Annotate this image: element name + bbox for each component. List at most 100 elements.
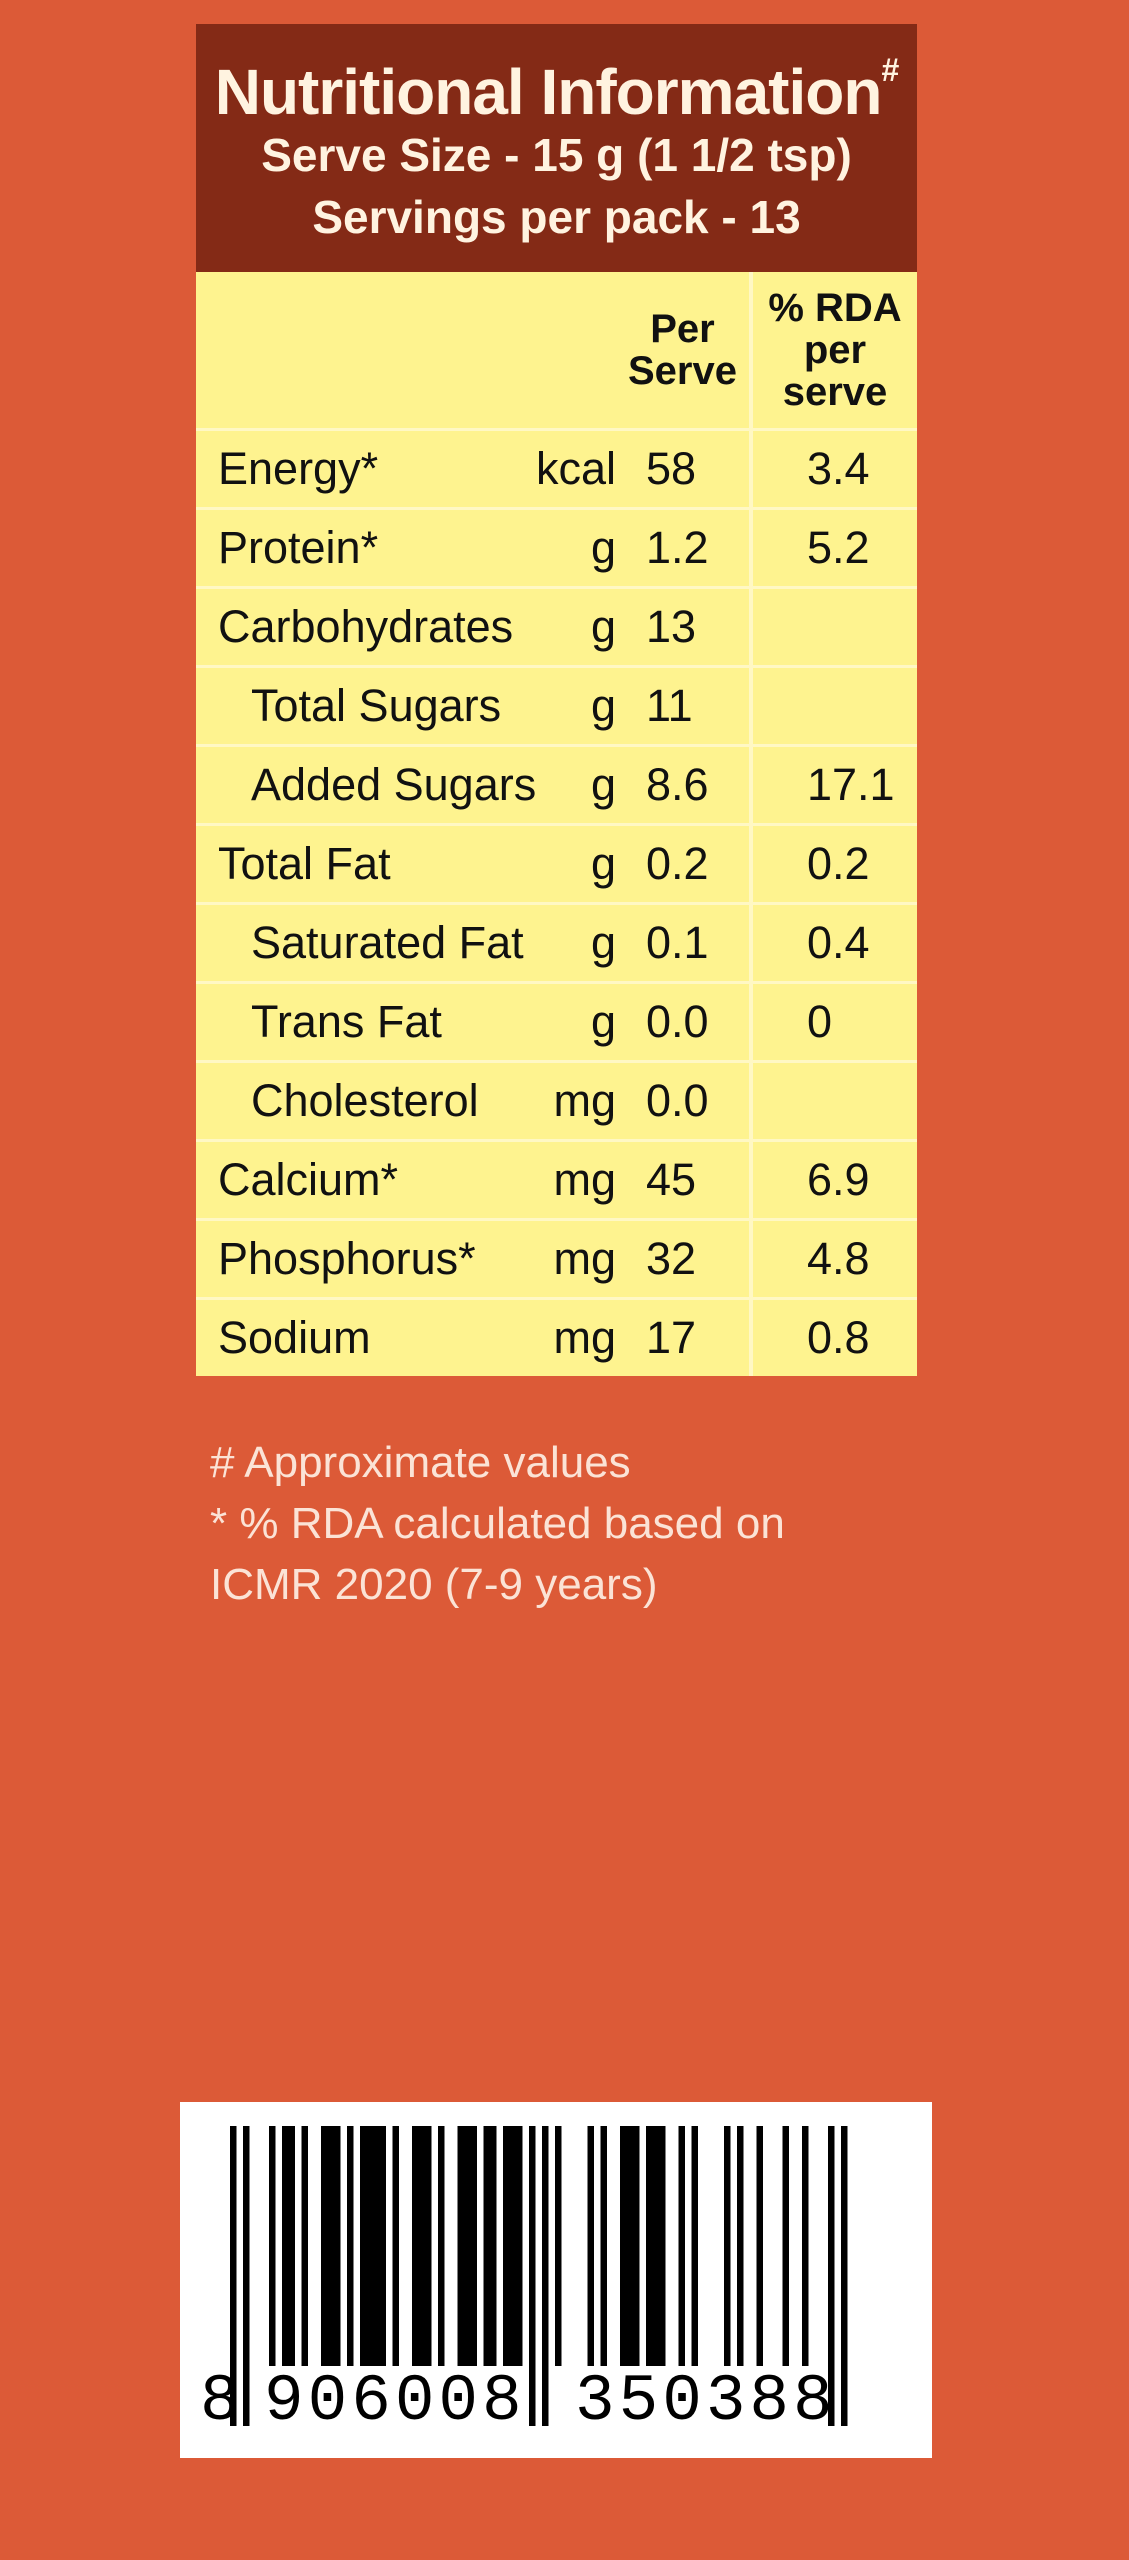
- nutrient-unit: mg: [553, 1312, 616, 1363]
- nutrient-value: 11: [616, 666, 751, 747]
- barcode-bar: [438, 2126, 445, 2366]
- nutrient-name: Trans Fat: [196, 982, 521, 1063]
- barcode-bar: [373, 2126, 380, 2366]
- header-per-serve-line2: Serve: [628, 349, 737, 393]
- barcode-bar: [652, 2126, 659, 2366]
- nutrient-value: 1.2: [616, 508, 751, 589]
- title-footnote-mark: #: [881, 52, 899, 88]
- table-row: Protein* g 1.2 5.2: [196, 508, 917, 589]
- barcode-bar: [737, 2126, 744, 2366]
- barcode-bar: [555, 2126, 562, 2366]
- barcode-bar: [483, 2126, 490, 2366]
- header-rda: % RDA per serve: [749, 272, 917, 431]
- nutrient-unit: mg: [521, 1219, 616, 1300]
- barcode-bar: [230, 2126, 237, 2426]
- barcode-digits-right: 350388: [575, 2364, 837, 2439]
- barcode-bar: [366, 2126, 373, 2366]
- header-blank-unit: [521, 272, 616, 431]
- barcode-bar: [633, 2126, 640, 2366]
- nutrient-value: 13: [616, 587, 751, 668]
- barcode-bar: [360, 2126, 367, 2366]
- nutrient-rda: [749, 666, 917, 747]
- footnote-rda-basis: * % RDA calculated based on: [210, 1499, 785, 1548]
- nutrient-name: Calcium*: [196, 1140, 521, 1221]
- nutrient-rda: 5.2: [749, 508, 917, 589]
- nutrient-rda: 6.9: [749, 1140, 917, 1221]
- barcode-bar: [802, 2126, 809, 2366]
- footnote-approximate: # Approximate values: [210, 1438, 631, 1487]
- nutrient-name: Total Fat: [196, 824, 521, 905]
- nutrient-unit: g: [521, 508, 616, 589]
- table-row: Energy* kcal 58 3.4: [196, 429, 917, 510]
- barcode-bar: [509, 2126, 516, 2366]
- barcode-bar: [542, 2126, 549, 2426]
- header-rda-line2: per: [803, 328, 867, 372]
- barcode-bar: [334, 2126, 341, 2366]
- barcode-bar: [841, 2126, 848, 2426]
- barcode-bar: [529, 2126, 536, 2426]
- barcode-bar: [347, 2126, 354, 2366]
- nutrient-value: 0.0: [616, 1061, 751, 1142]
- header-blank: [196, 272, 521, 431]
- nutrient-value: 45: [616, 1140, 751, 1221]
- nutrient-value: 8.6: [616, 745, 751, 826]
- barcode-bar: [659, 2126, 666, 2366]
- nutrient-value: 58: [616, 429, 751, 510]
- nutrition-header: Nutritional Information# Serve Size - 15…: [196, 24, 917, 272]
- barcode-bar: [490, 2126, 497, 2366]
- nutrient-name: Saturated Fat: [196, 903, 524, 984]
- barcode-bar: [691, 2126, 698, 2366]
- barcode-bar: [412, 2126, 419, 2366]
- nutrient-name: Total Sugars: [196, 666, 521, 747]
- header-rda-line3: serve: [782, 370, 888, 414]
- table-header-row: Per Serve % RDA per serve: [196, 272, 917, 431]
- barcode-bar: [620, 2126, 627, 2366]
- footnotes: # Approximate values * % RDA calculated …: [210, 1432, 785, 1615]
- nutrient-unit: g: [521, 903, 616, 984]
- nutrient-rda: 0.2: [749, 824, 917, 905]
- barcode-bar: [327, 2126, 334, 2366]
- nutrient-unit: g: [521, 982, 616, 1063]
- nutrient-name: Protein*: [196, 508, 521, 589]
- nutrient-unit: g: [521, 666, 616, 747]
- nutrient-value: 0.0: [616, 982, 751, 1063]
- table-row: Total Fat g 0.2 0.2: [196, 824, 917, 905]
- barcode-bar: [425, 2126, 432, 2366]
- nutrient-rda: 0.8: [749, 1298, 917, 1376]
- nutrition-table: Per Serve % RDA per serve Energy* kcal 5…: [196, 272, 917, 1376]
- nutrition-title: Nutritional Information#: [206, 54, 907, 124]
- barcode-digits-left: 906008: [264, 2364, 526, 2439]
- nutrient-value: 0.1: [616, 903, 751, 984]
- nutrient-rda: [749, 1061, 917, 1142]
- barcode-bar: [457, 2126, 464, 2366]
- nutrient-unit: kcal: [521, 429, 616, 510]
- nutrient-rda: 3.4: [749, 429, 917, 510]
- barcode-bar: [503, 2126, 510, 2366]
- barcode-bar: [678, 2126, 685, 2366]
- nutrient-name: Carbohydrates: [196, 587, 521, 668]
- nutrient-rda: [749, 587, 917, 668]
- nutrient-name: Phosphorus*: [196, 1219, 521, 1300]
- table-row: Sodium mg 17 0.8: [196, 1298, 917, 1376]
- table-row: Trans Fat g 0.0 0: [196, 982, 917, 1063]
- barcode-bar: [288, 2126, 295, 2366]
- nutrient-name: Sodium: [218, 1312, 371, 1363]
- barcode-bar: [626, 2126, 633, 2366]
- barcode-bar: [516, 2126, 523, 2366]
- table-row: Carbohydrates g 13: [196, 587, 917, 668]
- barcode-bar: [379, 2126, 386, 2366]
- barcode-bar: [587, 2126, 594, 2366]
- barcode-bar: [470, 2126, 477, 2366]
- barcode-bar: [756, 2126, 763, 2366]
- barcode-bar: [646, 2126, 653, 2366]
- nutrient-rda: 0.4: [749, 903, 917, 984]
- barcode-bar: [282, 2126, 289, 2366]
- table-row: Added Sugars g 8.6 17.1: [196, 745, 917, 826]
- nutrient-value: 17: [646, 1312, 697, 1363]
- serve-size: Serve Size - 15 g (1 1/2 tsp): [261, 129, 852, 181]
- title-text: Nutritional Information: [214, 56, 883, 128]
- nutrient-unit: mg: [521, 1140, 616, 1221]
- barcode-bar: [828, 2126, 835, 2426]
- barcode-bar: [321, 2126, 328, 2366]
- barcode-bar: [269, 2126, 276, 2366]
